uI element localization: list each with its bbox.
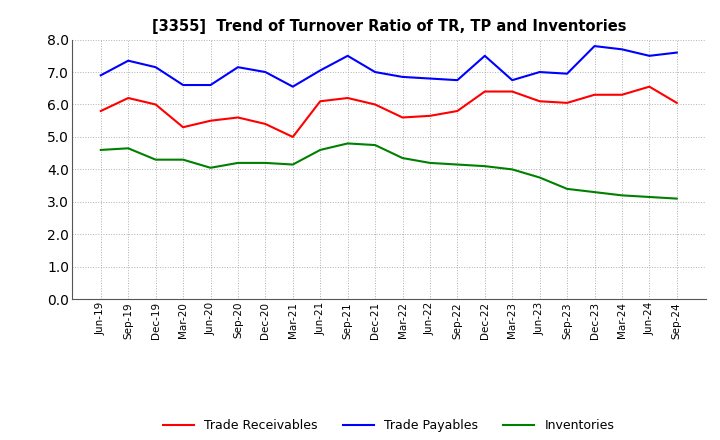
Trade Payables: [206, 82, 215, 88]
Inventories: [343, 141, 352, 146]
Inventories: [480, 164, 489, 169]
Trade Payables: [618, 47, 626, 52]
Inventories: [536, 175, 544, 180]
Title: [3355]  Trend of Turnover Ratio of TR, TP and Inventories: [3355] Trend of Turnover Ratio of TR, TP…: [151, 19, 626, 34]
Trade Payables: [672, 50, 681, 55]
Inventories: [645, 194, 654, 200]
Line: Trade Payables: Trade Payables: [101, 46, 677, 87]
Trade Payables: [371, 70, 379, 75]
Trade Receivables: [480, 89, 489, 94]
Trade Payables: [233, 65, 242, 70]
Inventories: [508, 167, 516, 172]
Trade Receivables: [206, 118, 215, 123]
Trade Payables: [645, 53, 654, 59]
Trade Payables: [289, 84, 297, 89]
Trade Payables: [426, 76, 434, 81]
Inventories: [563, 186, 572, 191]
Trade Receivables: [590, 92, 599, 97]
Trade Payables: [398, 74, 407, 80]
Trade Payables: [179, 82, 187, 88]
Trade Receivables: [618, 92, 626, 97]
Inventories: [289, 162, 297, 167]
Trade Payables: [480, 53, 489, 59]
Trade Receivables: [426, 113, 434, 118]
Trade Receivables: [645, 84, 654, 89]
Trade Receivables: [261, 121, 270, 127]
Inventories: [371, 143, 379, 148]
Legend: Trade Receivables, Trade Payables, Inventories: Trade Receivables, Trade Payables, Inven…: [158, 414, 619, 437]
Trade Payables: [96, 73, 105, 78]
Trade Receivables: [563, 100, 572, 106]
Inventories: [233, 160, 242, 165]
Trade Payables: [453, 77, 462, 83]
Trade Receivables: [316, 99, 325, 104]
Inventories: [426, 160, 434, 165]
Inventories: [179, 157, 187, 162]
Line: Inventories: Inventories: [101, 143, 677, 198]
Inventories: [590, 190, 599, 195]
Trade Receivables: [672, 100, 681, 106]
Trade Payables: [536, 70, 544, 75]
Trade Payables: [508, 77, 516, 83]
Trade Payables: [124, 58, 132, 63]
Trade Receivables: [124, 95, 132, 101]
Trade Payables: [261, 70, 270, 75]
Inventories: [672, 196, 681, 201]
Inventories: [618, 193, 626, 198]
Trade Receivables: [453, 108, 462, 114]
Trade Payables: [151, 65, 160, 70]
Trade Receivables: [96, 108, 105, 114]
Trade Receivables: [289, 134, 297, 139]
Trade Receivables: [371, 102, 379, 107]
Trade Payables: [316, 68, 325, 73]
Inventories: [151, 157, 160, 162]
Inventories: [261, 160, 270, 165]
Trade Payables: [563, 71, 572, 76]
Inventories: [453, 162, 462, 167]
Inventories: [206, 165, 215, 170]
Inventories: [398, 155, 407, 161]
Inventories: [316, 147, 325, 153]
Inventories: [124, 146, 132, 151]
Trade Receivables: [151, 102, 160, 107]
Trade Payables: [590, 44, 599, 49]
Trade Receivables: [508, 89, 516, 94]
Trade Receivables: [536, 99, 544, 104]
Trade Receivables: [179, 125, 187, 130]
Trade Payables: [343, 53, 352, 59]
Inventories: [96, 147, 105, 153]
Trade Receivables: [233, 115, 242, 120]
Trade Receivables: [398, 115, 407, 120]
Trade Receivables: [343, 95, 352, 101]
Line: Trade Receivables: Trade Receivables: [101, 87, 677, 137]
